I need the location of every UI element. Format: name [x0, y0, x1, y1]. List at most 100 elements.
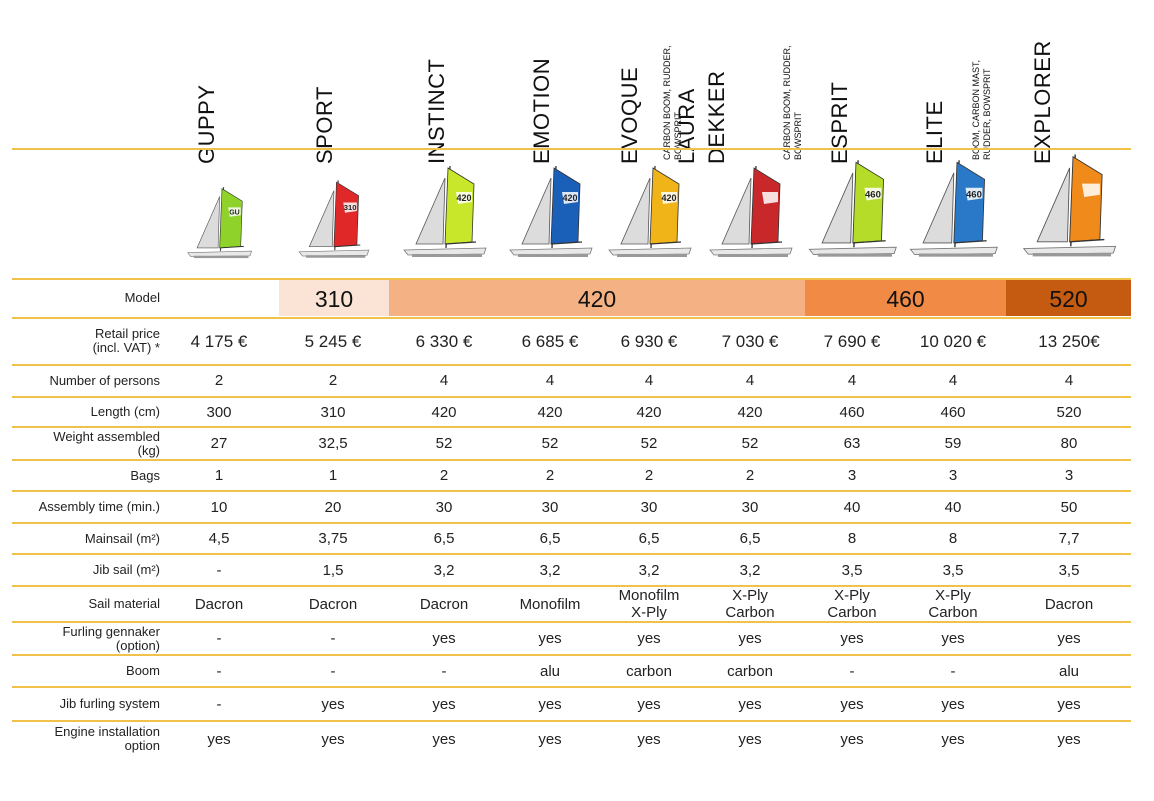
table-cell: 3 [847, 467, 857, 484]
catamaran-illustration: 420 [398, 162, 490, 262]
model-size-band [805, 280, 1006, 316]
table-cell: 40 [944, 498, 962, 516]
table-cell: yes [321, 730, 345, 748]
hull-shadow [919, 253, 994, 257]
model-size-value: 520 [1049, 286, 1088, 312]
hull [608, 247, 692, 256]
table-cell: - [441, 662, 447, 680]
table-cell: 4 [745, 372, 755, 389]
jib-sail [620, 177, 651, 245]
table-cell: 40 [843, 498, 861, 516]
jib-sail [821, 172, 854, 244]
row-label: Assembly time (min.) [38, 499, 160, 514]
table-cell: 2 [745, 467, 755, 484]
table-cell: 520 [1056, 403, 1082, 421]
mainsail [852, 161, 885, 244]
table-cell: 7 030 € [721, 331, 779, 351]
table-cell: 2 [644, 467, 654, 484]
sail-number-panel [661, 192, 677, 204]
model-option-note: BOOM, CARBON MAST, RUDDER, BOWSPRIT [971, 59, 992, 160]
table-cell: 7,7 [1058, 530, 1080, 547]
table-cell: yes [1057, 695, 1081, 713]
jib-sail [308, 190, 335, 248]
sail-number: 420 [456, 193, 471, 203]
table-cell: yes [738, 630, 762, 647]
table-cell: 30 [435, 498, 453, 516]
row-label: Mainsail (m²) [84, 530, 160, 546]
table-cell: - [950, 662, 956, 680]
sail-number-panel [965, 187, 983, 201]
hull-shadow [412, 254, 482, 257]
table-cell: 420 [636, 403, 662, 421]
table-cell: 52 [435, 435, 453, 452]
table-cell: yes [840, 695, 864, 713]
boom [1070, 238, 1105, 243]
boom [853, 240, 886, 244]
table-cell: Monofilm [519, 595, 581, 613]
table-cell: yes [738, 695, 762, 713]
mainsail [444, 167, 475, 245]
table-cell: 1 [328, 467, 338, 484]
jib-sail [922, 172, 955, 244]
sail-number-panel [864, 187, 882, 201]
sail-number: 310 [344, 203, 357, 212]
model-option-note: CARBON BOOM, RUDDER, BOWSPRIT [782, 45, 803, 160]
catamaran-illustration: GU [183, 184, 255, 262]
row-label: Furling gennaker (option) [62, 623, 160, 653]
model-name: GUPPY [194, 84, 219, 164]
row-divider [12, 686, 1131, 688]
table-cell: yes [538, 730, 562, 748]
mainsail [953, 161, 986, 244]
table-cell: yes [941, 730, 965, 748]
table-cell: 6,5 [539, 530, 561, 547]
row-label: Jib furling system [59, 696, 160, 711]
table-cell: 420 [537, 403, 563, 421]
jib-sail [721, 177, 752, 245]
catamaran-illustration [1017, 150, 1120, 262]
hull [509, 247, 593, 256]
table-cell: carbon [626, 662, 672, 680]
row-divider [12, 426, 1131, 428]
table-cell: 3,5 [942, 561, 964, 579]
table-cell: 10 [210, 498, 228, 516]
sail-number: 460 [966, 189, 982, 200]
table-cell: 10 020 € [919, 331, 987, 351]
row-label: Engine installation option [54, 724, 160, 753]
table-cell: 460 [940, 403, 966, 421]
table-cell: 5 245 € [304, 331, 362, 351]
hull [298, 249, 370, 257]
table-cell: 6,5 [739, 530, 761, 547]
row-divider [12, 553, 1131, 555]
catamaran-illustration: 310 [294, 177, 372, 262]
table-cell: 2 [328, 372, 338, 389]
boom [219, 245, 244, 249]
row-divider [12, 621, 1131, 623]
table-cell: 59 [944, 435, 962, 452]
table-cell: 30 [541, 498, 559, 516]
table-cell: 460 [839, 403, 865, 421]
mainsail [219, 188, 243, 249]
row-label: Retail price (incl. VAT) * [92, 326, 160, 355]
table-cell: yes [432, 695, 456, 713]
row-divider [12, 278, 1131, 280]
table-cell: 63 [843, 435, 861, 452]
table-cell: 3 [948, 467, 958, 484]
model-name: ESPRIT [827, 81, 852, 164]
sail-number: GU [229, 209, 240, 216]
table-cell: - [216, 695, 222, 713]
catamaran-illustration: 420 [603, 162, 695, 262]
row-divider [12, 585, 1131, 587]
row-divider [12, 364, 1131, 366]
model-name: EXPLORER [1030, 40, 1055, 164]
row-label: Jib sail (m²) [92, 562, 160, 577]
table-cell: 80 [1060, 435, 1078, 452]
table-cell: yes [941, 630, 965, 647]
sail-number-panel [1082, 183, 1101, 198]
hull [1023, 245, 1117, 255]
hull [187, 250, 253, 257]
table-cell: alu [539, 662, 561, 680]
table-cell: carbon [727, 662, 773, 680]
table-cell: 1 [214, 467, 224, 484]
table-cell: yes [637, 695, 661, 713]
table-cell: alu [1058, 662, 1080, 680]
